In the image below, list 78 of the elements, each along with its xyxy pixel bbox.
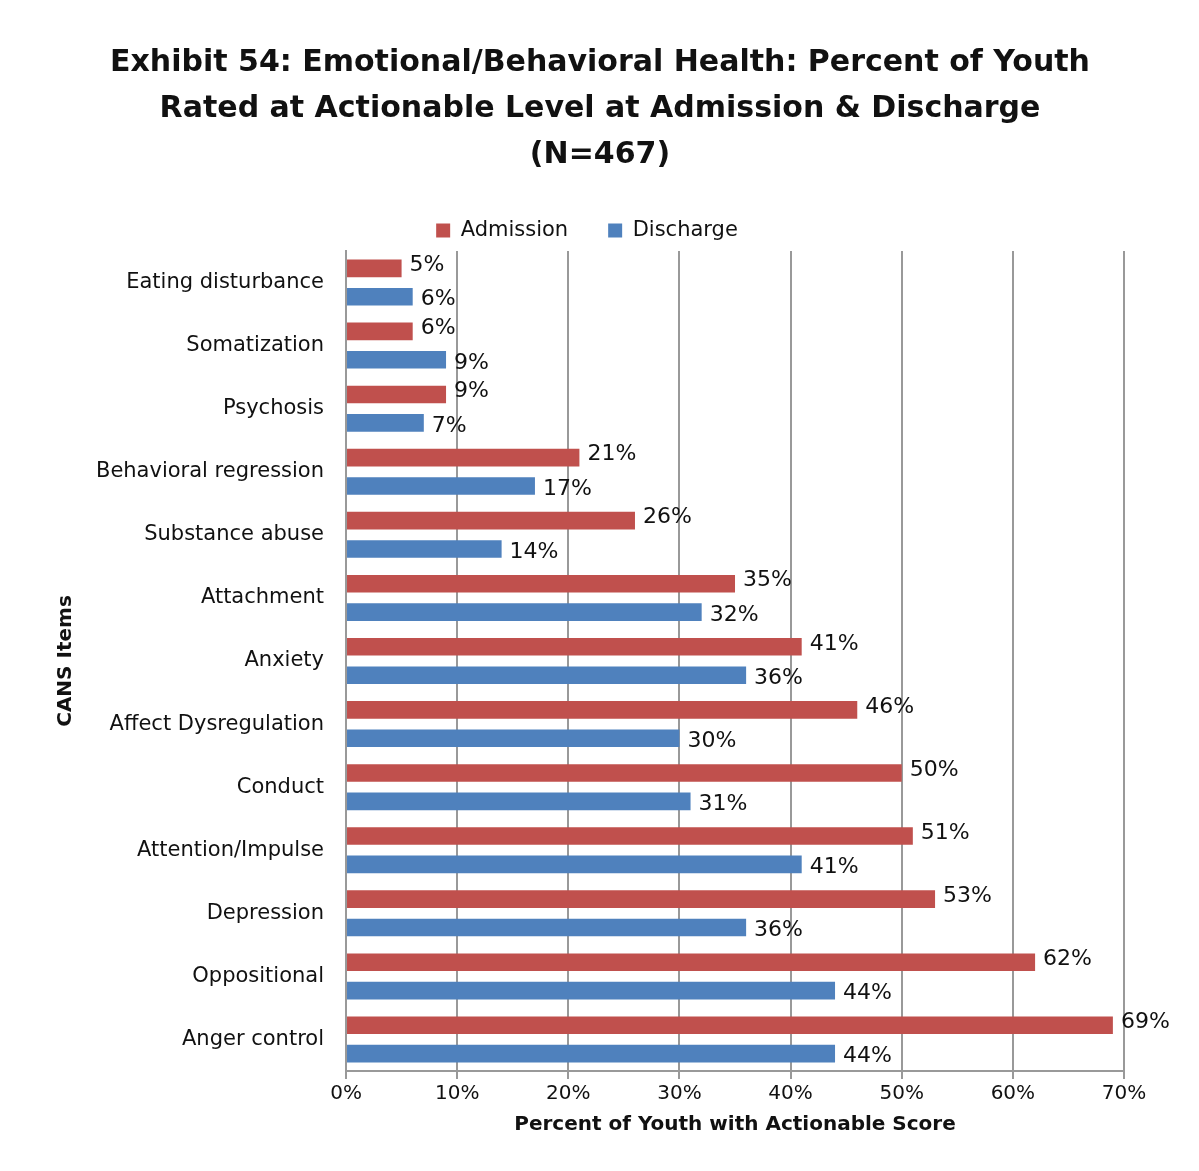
bar	[347, 855, 802, 874]
y-tick-label: Anger control	[181, 1025, 325, 1050]
y-tick-label: Eating disturbance	[126, 268, 325, 293]
legend-label: Discharge	[632, 216, 738, 241]
x-tick-label: 10%	[434, 1080, 480, 1105]
data-label: 31%	[698, 790, 748, 816]
bar	[347, 259, 402, 278]
y-tick-label: Depression	[206, 899, 325, 924]
data-label: 32%	[709, 600, 759, 626]
bar	[347, 953, 1036, 971]
bar	[347, 414, 424, 432]
data-label: 5%	[409, 251, 445, 277]
data-label: 51%	[920, 818, 970, 844]
bar	[347, 701, 858, 719]
bar	[347, 638, 802, 656]
data-label: 35%	[743, 566, 792, 592]
bar	[347, 918, 747, 937]
data-label: 50%	[909, 755, 959, 781]
bar	[347, 1044, 836, 1063]
bar	[347, 1016, 1113, 1035]
bar	[347, 981, 836, 1000]
bar	[347, 729, 680, 748]
data-label: 36%	[754, 663, 804, 689]
y-tick-label: Affect Dysregulation	[109, 710, 325, 735]
data-label: 6%	[420, 314, 456, 340]
data-label: 7%	[431, 411, 467, 437]
y-tick-label: Oppositional	[192, 962, 325, 987]
data-label: 17%	[542, 474, 592, 500]
data-label: 62%	[1043, 944, 1092, 970]
x-axis-title: Percent of Youth with Actionable Score	[514, 1111, 956, 1136]
y-tick-label: Behavioral regression	[95, 458, 325, 483]
bar	[347, 792, 691, 811]
x-tick-label: 50%	[879, 1080, 924, 1105]
bar	[347, 666, 747, 684]
bar	[347, 764, 902, 782]
bar	[347, 385, 447, 404]
bar	[347, 827, 913, 845]
data-label: 9%	[454, 348, 489, 374]
y-tick-label: Psychosis	[222, 395, 325, 420]
data-label: 6%	[420, 285, 456, 311]
y-tick-label: Somatization	[186, 332, 325, 357]
bar	[347, 448, 580, 467]
y-tick-label: Attention/Impulse	[137, 836, 325, 861]
data-label: 21%	[587, 440, 637, 466]
data-label: 26%	[642, 503, 692, 529]
bar	[347, 511, 635, 530]
x-tick-label: 0%	[330, 1080, 362, 1105]
x-tick-label: 70%	[1101, 1080, 1147, 1105]
data-label: 30%	[687, 726, 737, 752]
y-tick-label: Substance abuse	[144, 521, 325, 546]
data-label: 36%	[754, 916, 804, 942]
bar	[347, 574, 736, 593]
data-label: 41%	[809, 853, 859, 879]
bar	[347, 351, 447, 369]
legend-label: Admission	[460, 216, 569, 241]
x-tick-label: 30%	[657, 1080, 702, 1105]
y-axis-title: CANS Items	[52, 595, 77, 727]
bar	[347, 477, 535, 495]
data-label: 44%	[843, 979, 892, 1005]
bar	[347, 540, 502, 558]
y-tick-label: Attachment	[200, 584, 325, 609]
data-label: 14%	[509, 537, 559, 563]
x-tick-label: 60%	[990, 1080, 1036, 1105]
data-label: 9%	[454, 377, 489, 403]
data-label: 44%	[843, 1042, 892, 1068]
bar	[347, 890, 936, 908]
bar	[347, 287, 413, 306]
x-tick-label: 40%	[768, 1080, 813, 1105]
bar	[347, 322, 413, 341]
chart-title: Exhibit 54: Emotional/Behavioral Health: Percent of Youth Rated at Actionable Level at Admission & Discharge (N=467)	[109, 42, 1091, 172]
data-label: 41%	[809, 629, 859, 655]
y-tick-label: Anxiety	[244, 647, 325, 672]
data-label: 46%	[865, 692, 915, 718]
data-label: 69%	[1120, 1007, 1170, 1033]
bar	[347, 603, 702, 621]
y-tick-label: Conduct	[236, 773, 325, 798]
data-label: 53%	[943, 881, 992, 907]
x-tick-label: 20%	[546, 1080, 591, 1105]
